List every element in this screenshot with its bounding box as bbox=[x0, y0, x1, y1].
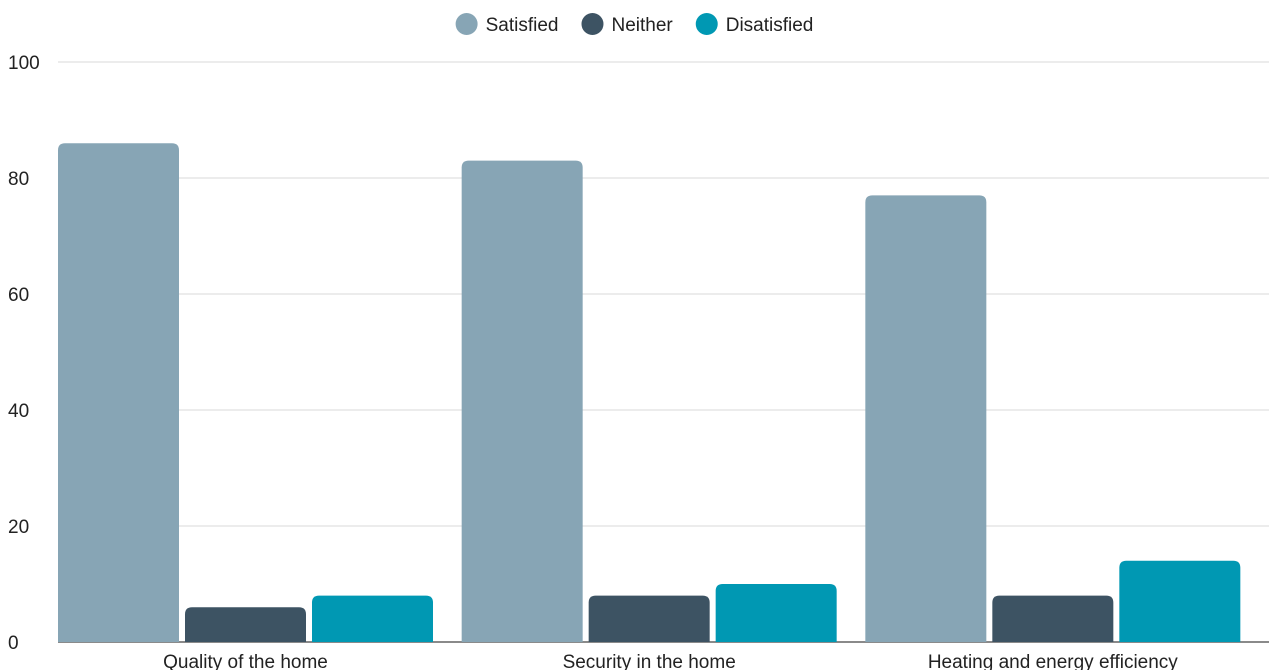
bar-disatisfied-0 bbox=[312, 595, 433, 642]
y-tick-label: 20 bbox=[8, 517, 29, 538]
y-tick-label: 0 bbox=[8, 633, 19, 654]
bar-neither-2 bbox=[992, 595, 1114, 642]
gridlines bbox=[58, 61, 1269, 643]
legend-item: Satisfied bbox=[455, 13, 559, 36]
legend-swatch bbox=[581, 13, 604, 35]
bar-satisfied-2 bbox=[865, 195, 987, 642]
legend-label: Neither bbox=[611, 15, 673, 36]
x-category-label: Quality of the home bbox=[163, 652, 328, 670]
legend-label: Disatisfied bbox=[726, 15, 814, 36]
bar-disatisfied-2 bbox=[1119, 560, 1241, 642]
y-tick-label: 100 bbox=[8, 53, 40, 74]
x-axis-labels: Quality of the home Security in the home H… bbox=[163, 652, 1178, 670]
legend-swatch bbox=[695, 13, 718, 35]
bar-neither-1 bbox=[588, 595, 710, 642]
legend: Satisfied Neither Disatisfied bbox=[455, 13, 814, 36]
legend-item: Disatisfied bbox=[695, 13, 814, 36]
x-category-label: Security in the home bbox=[563, 652, 736, 670]
bars bbox=[58, 143, 1241, 642]
y-tick-label: 40 bbox=[8, 401, 29, 422]
y-tick-label: 80 bbox=[8, 169, 29, 190]
bar-neither-0 bbox=[185, 607, 306, 642]
legend-swatch bbox=[455, 13, 478, 35]
legend-item: Neither bbox=[581, 13, 673, 36]
y-axis-ticks: 0 20 40 60 80 100 bbox=[8, 53, 40, 654]
bar-disatisfied-1 bbox=[715, 584, 837, 642]
bar-satisfied-1 bbox=[461, 160, 583, 642]
x-category-label: Heating and energy efficiency bbox=[928, 652, 1178, 670]
y-tick-label: 60 bbox=[8, 285, 29, 306]
bar-satisfied-0 bbox=[58, 143, 179, 642]
legend-label: Satisfied bbox=[486, 15, 559, 36]
